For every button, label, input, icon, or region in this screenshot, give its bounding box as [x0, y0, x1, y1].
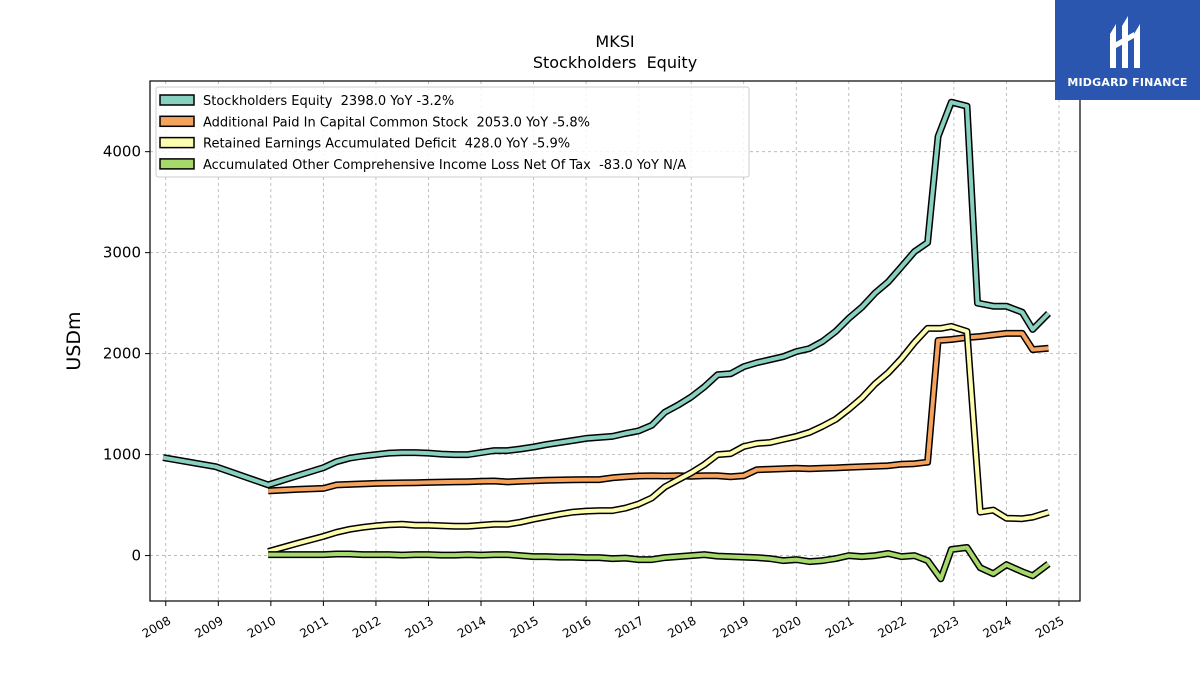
chart-subtitle: Stockholders Equity [533, 53, 697, 72]
midgard-logo-icon [1109, 15, 1140, 68]
legend-swatch-3 [159, 158, 195, 170]
legend: Stockholders Equity 2398.0 YoY -3.2% Addi… [155, 86, 750, 178]
y-tick-label: 3000 [103, 244, 141, 262]
brand-name: MIDGARD FINANCE [1067, 75, 1188, 89]
legend-label-3: Accumulated Other Comprehensive Income L… [203, 158, 686, 173]
y-tick-label: 1000 [103, 446, 141, 464]
midgard-finance-logo: MIDGARD FINANCE [1055, 0, 1200, 100]
series-layer [162, 98, 1051, 583]
legend-swatch-0 [159, 94, 195, 106]
legend-box [155, 86, 750, 178]
y-tick-label: 0 [131, 547, 141, 565]
legend-label-2: Retained Earnings Accumulated Deficit 42… [203, 137, 570, 152]
chart-title: MKSI [595, 32, 634, 51]
y-tick-label: 4000 [103, 143, 141, 161]
legend-swatch-1 [159, 115, 195, 128]
y-axis-label: USDm [63, 311, 85, 370]
y-axis: 0 1000 2000 3000 4000 [103, 143, 150, 565]
series-0-line [162, 100, 1050, 487]
legend-label-1: Additional Paid In Capital Common Stock … [203, 115, 590, 130]
legend-swatch-2 [159, 136, 195, 149]
legend-label-0: Stockholders Equity 2398.0 YoY -3.2% [203, 94, 454, 109]
series-1-line [268, 331, 1049, 493]
plot-frame [149, 80, 1081, 602]
y-tick-label: 2000 [103, 345, 141, 363]
series-3-line [268, 545, 1050, 581]
series-2-line [267, 324, 1050, 554]
